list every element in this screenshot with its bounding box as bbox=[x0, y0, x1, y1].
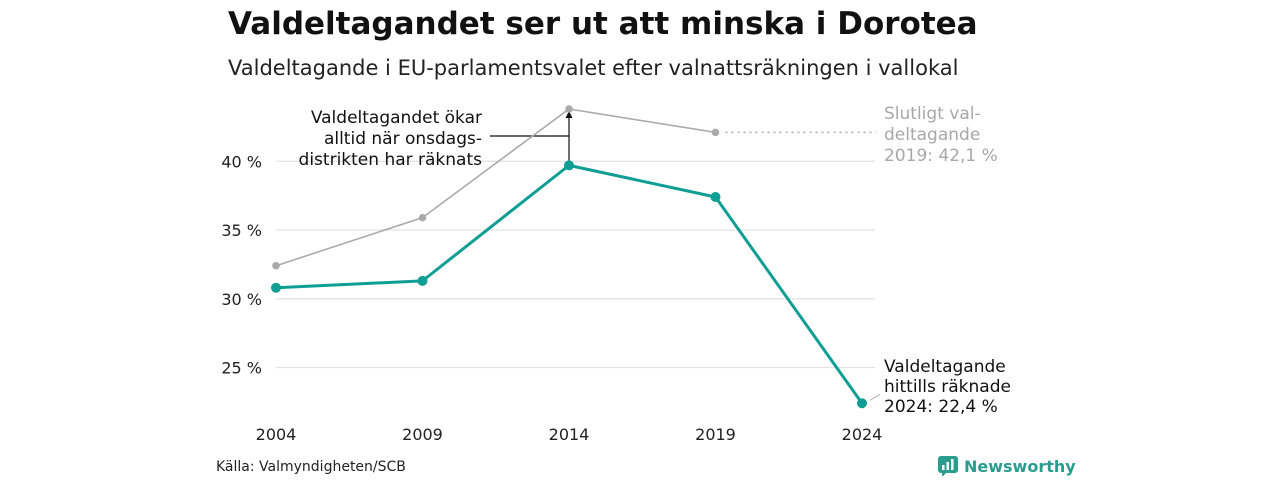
data-point-valnatt bbox=[271, 282, 281, 293]
y-tick-label: 35 % bbox=[221, 221, 262, 240]
data-point-valnatt bbox=[857, 398, 867, 409]
data-point-valnatt bbox=[417, 275, 428, 286]
data-point-final bbox=[565, 105, 573, 113]
x-tick-label: 2024 bbox=[842, 425, 883, 444]
y-tick-label: 25 % bbox=[221, 359, 262, 378]
difference-arrowhead bbox=[565, 111, 573, 118]
final-annotation-line: Slutligt val- bbox=[884, 104, 981, 124]
x-tick-label: 2019 bbox=[695, 425, 736, 444]
chart-title: Valdeltagandet ser ut att minska i Dorot… bbox=[228, 6, 978, 42]
note-annotation-line: alltid när onsdags- bbox=[324, 129, 482, 149]
brand-logo: Newsworthy bbox=[938, 456, 1076, 476]
final-annotation-line: deltagande bbox=[884, 125, 980, 145]
y-tick-label: 40 % bbox=[221, 152, 262, 171]
data-point-valnatt bbox=[710, 192, 721, 202]
x-tick-label: 2014 bbox=[549, 425, 590, 444]
x-tick-label: 2009 bbox=[402, 425, 443, 444]
source-note: Källa: Valmyndigheten/SCB bbox=[216, 459, 406, 475]
note-annotation-line: distrikten har räknats bbox=[299, 150, 483, 170]
final-annotation-line: 2019: 42,1 % bbox=[884, 146, 998, 166]
current-annotation-line: Valdeltagande bbox=[884, 357, 1006, 377]
data-point-final bbox=[418, 213, 427, 222]
y-tick-label: 30 % bbox=[221, 290, 262, 309]
current-annotation-line: hittills räknade bbox=[884, 377, 1011, 397]
data-point-final bbox=[272, 261, 280, 270]
newsworthy-logo-icon bbox=[938, 456, 958, 476]
current-leader-line bbox=[869, 393, 881, 401]
series-line-final bbox=[275, 108, 716, 267]
x-tick-label: 2004 bbox=[256, 425, 297, 444]
data-point-final bbox=[711, 128, 720, 137]
current-annotation-line: 2024: 22,4 % bbox=[884, 397, 998, 417]
chart-subtitle: Valdeltagande i EU-parlamentsvalet efter… bbox=[228, 56, 959, 80]
brand-name: Newsworthy bbox=[964, 456, 1076, 476]
data-point-valnatt bbox=[564, 160, 574, 171]
note-annotation-line: Valdeltagandet ökar bbox=[311, 108, 482, 128]
